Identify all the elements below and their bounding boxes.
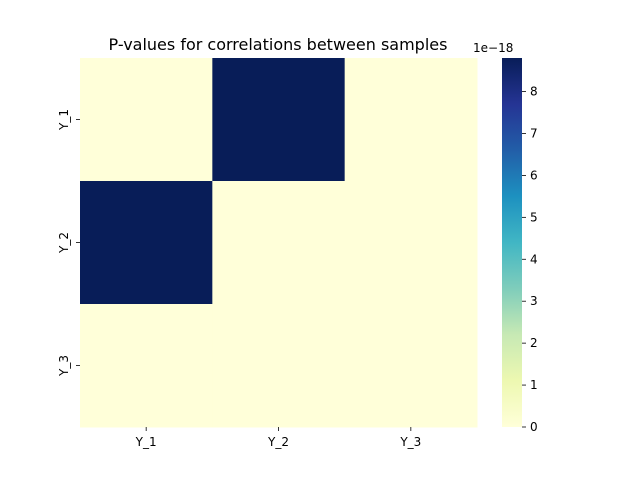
x-tick-label: Y_1 (135, 435, 157, 449)
heatmap-cell-Y_2-Y_2 (212, 181, 346, 305)
colorbar-exponent-label: 1e−18 (473, 41, 513, 55)
colorbar-tick-label: 1 (530, 378, 538, 392)
colorbar-tick-label: 2 (530, 336, 538, 350)
y-tick-label: Y_2 (57, 232, 71, 254)
colorbar-ticks: 0 1 2 3 4 5 6 7 8 (522, 85, 538, 434)
x-tick-label: Y_3 (399, 435, 421, 449)
heatmap-cell-Y_1-Y_3 (344, 58, 478, 182)
heatmap-cells (80, 58, 478, 428)
colorbar-tick-label: 8 (530, 85, 538, 99)
heatmap-cell-Y_3-Y_2 (212, 304, 346, 428)
colorbar-tick-label: 7 (530, 126, 538, 140)
heatmap-cell-Y_2-Y_1 (80, 181, 213, 305)
y-tick-label: Y_3 (57, 355, 71, 377)
x-tick-label: Y_2 (267, 435, 289, 449)
x-axis: Y_1 Y_2 Y_3 (135, 427, 421, 449)
heatmap-cell-Y_3-Y_1 (80, 304, 213, 428)
colorbar-tick-label: 5 (530, 210, 538, 224)
heatmap-cell-Y_1-Y_1 (80, 58, 213, 182)
colorbar-tick-label: 6 (530, 168, 538, 182)
heatmap-cell-Y_3-Y_3 (344, 304, 478, 428)
y-axis: Y_1 Y_2 Y_3 (57, 109, 80, 377)
colorbar (502, 58, 522, 427)
heatmap-cell-Y_2-Y_3 (344, 181, 478, 305)
y-tick-label: Y_1 (57, 109, 71, 131)
colorbar-tick-label: 4 (530, 252, 538, 266)
colorbar-tick-label: 3 (530, 294, 538, 308)
chart-title: P-values for correlations between sample… (109, 35, 448, 54)
heatmap-cell-Y_1-Y_2 (212, 58, 346, 182)
colorbar-tick-label: 0 (530, 420, 538, 434)
